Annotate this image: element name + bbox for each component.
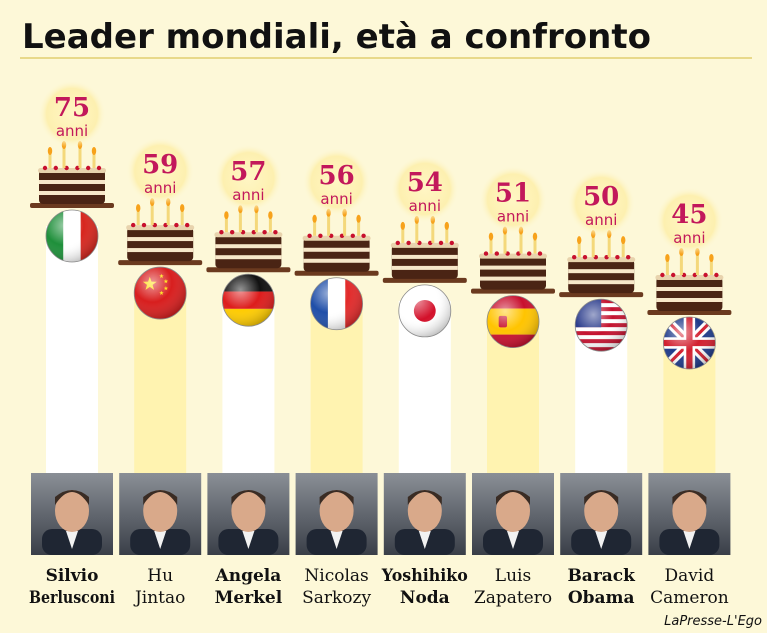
- leader-photo: [560, 473, 643, 555]
- leader-last-name: Zapatero: [474, 588, 552, 608]
- leader-photo: [31, 473, 113, 555]
- age-value: 51: [495, 179, 531, 209]
- leader-photo: [207, 473, 290, 555]
- chart-title: Leader mondiali, età a confronto: [22, 17, 651, 57]
- age-badge: [302, 147, 371, 216]
- age-unit: anni: [320, 190, 352, 208]
- age-unit: anni: [409, 197, 441, 215]
- leader-last-name: Jintao: [133, 588, 185, 608]
- china-flag-icon: [133, 266, 187, 320]
- age-badge: [214, 144, 283, 213]
- birthday-cake-icon: [471, 226, 555, 294]
- birthday-cake-icon: [206, 205, 291, 273]
- leader-first-name: David: [665, 566, 715, 586]
- leader-first-name: Silvio: [46, 566, 99, 586]
- age-badge: [38, 80, 106, 148]
- age-badge: [126, 137, 195, 206]
- leader-photo: [119, 473, 202, 555]
- leader-first-name: Barack: [567, 566, 636, 586]
- age-unit: anni: [144, 179, 176, 197]
- birthday-cake-icon: [30, 141, 114, 208]
- age-unit: anni: [232, 186, 264, 204]
- leader-first-name: Angela: [215, 566, 282, 586]
- age-value: 57: [230, 157, 266, 187]
- age-bar: [46, 226, 98, 473]
- age-unit: anni: [585, 211, 617, 229]
- leader-photo: [383, 473, 466, 555]
- age-unit: anni: [497, 208, 529, 226]
- age-value: 59: [142, 150, 178, 180]
- leader-photo: [295, 473, 378, 555]
- age-value: 54: [407, 168, 443, 198]
- italy-flag-icon: [45, 209, 99, 263]
- leader-first-name: Yoshihiko: [381, 566, 468, 586]
- leader-last-name: Obama: [568, 588, 635, 608]
- leader-first-name: Luis: [495, 566, 531, 586]
- spain-flag-icon: [486, 295, 540, 349]
- uk-flag-icon: [663, 316, 716, 370]
- leader-last-name: Cameron: [650, 588, 729, 608]
- leader-last-name: Noda: [400, 588, 450, 608]
- age-unit: anni: [673, 229, 705, 247]
- leader-last-name: Sarkozy: [302, 588, 371, 608]
- age-value: 75: [54, 93, 90, 123]
- age-badge: [479, 165, 547, 234]
- leader-photo: [472, 473, 554, 555]
- leader-last-name: Berlusconi: [29, 588, 115, 608]
- usa-flag-icon: [574, 298, 628, 352]
- age-value: 50: [583, 182, 619, 212]
- age-value: 45: [671, 200, 707, 230]
- age-badge: [655, 187, 724, 255]
- germany-flag-icon: [221, 273, 275, 327]
- age-unit: anni: [56, 122, 88, 140]
- leader-first-name: Hu: [147, 566, 173, 586]
- leader-photo: [648, 473, 731, 555]
- age-value: 56: [319, 161, 355, 191]
- france-flag-icon: [310, 277, 364, 331]
- source-credit: LaPresse-L'Ego: [664, 614, 762, 629]
- leader-first-name: Nicolas: [304, 566, 368, 586]
- age-badge: [390, 154, 459, 223]
- birthday-cake-icon: [294, 208, 379, 276]
- japan-flag-icon: [398, 284, 452, 338]
- leader-last-name: Merkel: [215, 588, 283, 608]
- age-badge: [567, 169, 636, 238]
